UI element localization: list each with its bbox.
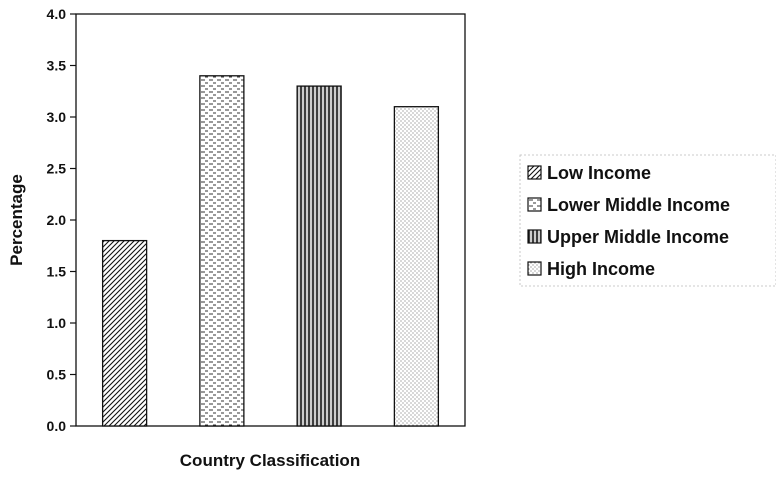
legend-label-low-income: Low Income xyxy=(547,163,651,183)
bars xyxy=(101,75,440,427)
legend-swatch-lower-middle-income xyxy=(527,197,542,212)
y-axis: 0.0 0.5 1.0 1.5 2.0 2.5 3.0 3.5 4.0 xyxy=(47,6,76,434)
y-tick-label: 0.5 xyxy=(47,367,67,383)
y-tick-label: 1.0 xyxy=(47,315,67,331)
legend-label-lower-middle-income: Lower Middle Income xyxy=(547,195,730,215)
legend-label-upper-middle-income: Upper Middle Income xyxy=(547,227,729,247)
legend-swatch-high-income xyxy=(527,261,542,276)
bar-lower-middle-income xyxy=(199,75,245,427)
legend-frame xyxy=(519,154,776,287)
y-axis-title: Percentage xyxy=(7,174,26,266)
y-tick-label: 1.5 xyxy=(47,264,67,280)
bar-low-income xyxy=(101,239,148,427)
y-tick-label: 2.0 xyxy=(47,212,67,228)
legend-swatch-low-income xyxy=(527,165,542,180)
legend: Low Income Lower Middle Income Upper Middl… xyxy=(519,154,776,287)
legend-swatch-upper-middle-income xyxy=(527,229,542,244)
y-tick-label: 4.0 xyxy=(47,6,67,22)
y-tick-label: 0.0 xyxy=(47,418,67,434)
bar-high-income xyxy=(393,106,440,427)
bar-upper-middle-income xyxy=(296,85,342,427)
legend-label-high-income: High Income xyxy=(547,259,655,279)
y-tick-label: 3.0 xyxy=(47,109,67,125)
y-tick-label: 3.5 xyxy=(47,58,67,74)
y-tick-label: 2.5 xyxy=(47,161,67,177)
x-axis-title: Country Classification xyxy=(180,451,360,470)
